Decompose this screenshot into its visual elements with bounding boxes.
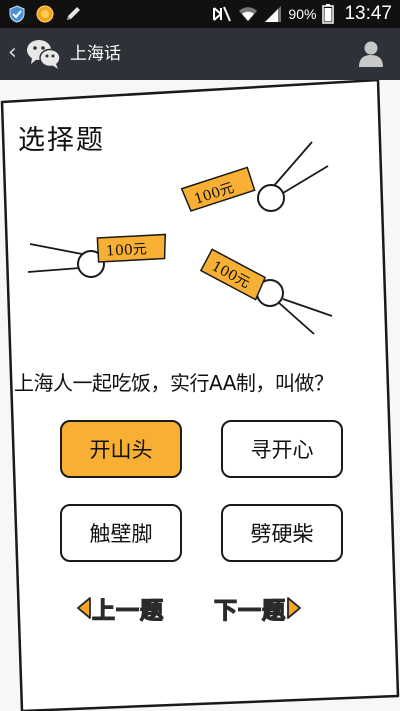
quiz-heading: 选择题 — [18, 125, 105, 156]
bill-top: 100元 — [180, 141, 329, 212]
arrow-right-icon — [287, 597, 301, 619]
wifi-icon — [239, 7, 258, 21]
page-title: 上海话 — [70, 44, 121, 64]
pen-icon — [67, 7, 80, 20]
bill-label-left: 100元 — [106, 241, 148, 259]
money-illustration: 100元 100元 100元 — [27, 141, 333, 335]
status-left — [8, 4, 82, 24]
person-icon[interactable] — [358, 40, 384, 68]
option-4-button[interactable]: 劈硬柴 — [221, 504, 343, 562]
question-text: 上海人一起吃饭，实行AA制，叫做？ — [14, 371, 334, 395]
option-1-button[interactable]: 开山头 — [60, 420, 182, 478]
next-question-button[interactable]: 下一题 — [213, 590, 302, 626]
status-bar: 90% 13:47 — [0, 0, 400, 28]
option-3-button[interactable]: 触壁脚 — [60, 504, 182, 562]
shield-icon — [9, 5, 25, 23]
option-2-button[interactable]: 寻开心 — [221, 420, 343, 478]
prev-question-label: 上一题 — [91, 597, 164, 624]
title-bar: ‹ 上海话 — [0, 28, 400, 80]
bill-left: 100元 — [27, 233, 167, 278]
battery-percent: 90% — [288, 6, 317, 22]
next-question-label: 下一题 — [213, 597, 286, 624]
status-right: 90% 13:47 — [212, 3, 392, 25]
quiz-area: 选择题 100元 100元 — [0, 80, 400, 711]
clock: 13:47 — [344, 3, 392, 24]
mute-icon — [213, 6, 232, 22]
bill-right: 100元 — [199, 248, 333, 335]
signal-icon — [265, 6, 282, 22]
arrow-left-icon — [77, 597, 91, 619]
wechat-icon — [27, 40, 61, 69]
coin-icon — [36, 5, 54, 23]
battery-icon — [322, 4, 335, 24]
chevron-left-icon[interactable]: ‹ — [8, 40, 17, 65]
prev-question-button[interactable]: 上一题 — [76, 590, 164, 626]
